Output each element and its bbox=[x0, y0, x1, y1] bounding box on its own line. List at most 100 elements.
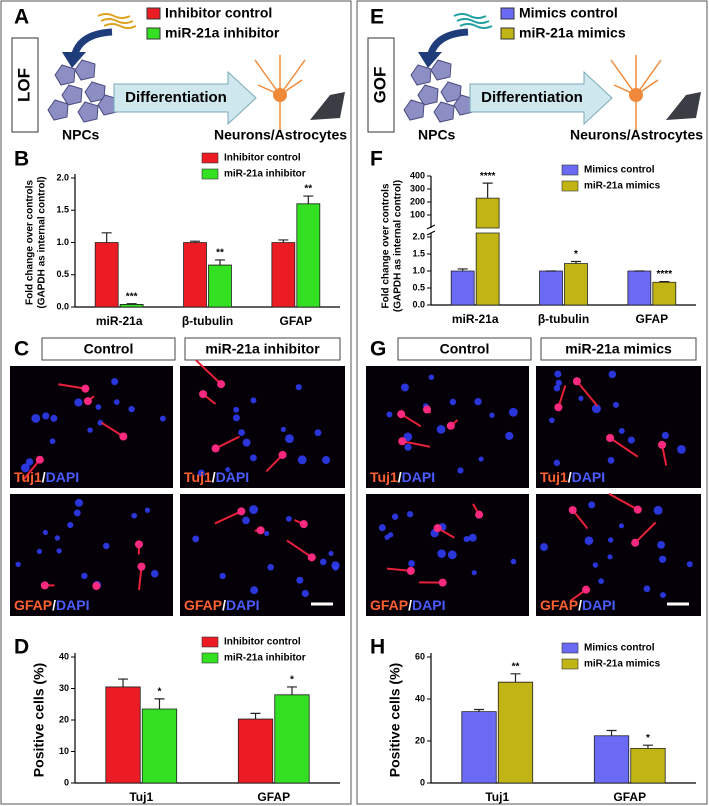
legend-label: miR-21a inhibitor bbox=[165, 25, 280, 41]
stained-soma bbox=[137, 562, 146, 571]
stained-soma bbox=[631, 538, 640, 547]
stained-cell bbox=[58, 383, 86, 390]
rna-icon bbox=[100, 18, 134, 24]
stained-cell bbox=[609, 437, 639, 458]
nucleus bbox=[81, 572, 88, 580]
nucleus bbox=[437, 549, 446, 558]
x-tick-label: Tuj1 bbox=[129, 790, 153, 804]
legend-label: Inhibitor control bbox=[224, 637, 301, 648]
panel-letter: E bbox=[370, 6, 384, 29]
tag-box bbox=[367, 37, 395, 133]
nucleus bbox=[249, 505, 259, 514]
stain-counter: DAPI bbox=[572, 469, 605, 485]
stained-soma bbox=[40, 581, 49, 590]
nucleus bbox=[74, 498, 83, 507]
nucleus bbox=[20, 463, 30, 473]
stain-sep: / bbox=[52, 597, 56, 613]
axis-break bbox=[426, 224, 436, 230]
nucleus bbox=[144, 507, 151, 513]
legend-label: miR-21a inhibitor bbox=[224, 169, 306, 180]
tag-label: GOF bbox=[370, 67, 389, 104]
y-tick-label: 1.5 bbox=[56, 205, 69, 215]
differentiation-arrow bbox=[113, 70, 257, 126]
y-tick-label: 40 bbox=[415, 693, 425, 703]
stained-soma bbox=[582, 585, 591, 594]
bar bbox=[141, 708, 178, 784]
nucleus bbox=[31, 414, 41, 423]
error-bar bbox=[482, 182, 493, 199]
y-tick-label: 10 bbox=[59, 746, 69, 756]
right-frame bbox=[356, 0, 708, 805]
stained-soma bbox=[217, 380, 226, 389]
error-bar bbox=[474, 708, 485, 712]
error-bar bbox=[642, 744, 653, 749]
bar bbox=[208, 264, 232, 308]
legend-swatch bbox=[201, 152, 219, 164]
nucleus bbox=[505, 431, 514, 441]
neuron-process bbox=[257, 84, 281, 96]
nucleus bbox=[97, 419, 104, 426]
rna-icon bbox=[103, 23, 137, 29]
stain-counter: DAPI bbox=[46, 469, 79, 485]
nucleus bbox=[387, 532, 394, 538]
stain-label: Tuj1/DAPI bbox=[540, 469, 605, 485]
npc-cell bbox=[47, 99, 69, 121]
nucleus bbox=[592, 562, 599, 568]
bar bbox=[183, 242, 207, 308]
stained-soma bbox=[554, 403, 563, 412]
nucleus bbox=[607, 457, 615, 464]
nucleus bbox=[50, 414, 58, 422]
npc-cell bbox=[74, 59, 96, 81]
nucleus bbox=[607, 554, 613, 560]
nucleus bbox=[406, 511, 414, 518]
npc-cell bbox=[440, 81, 462, 103]
npc-cell bbox=[61, 84, 83, 106]
bar bbox=[296, 203, 321, 308]
legend-swatch bbox=[146, 7, 161, 20]
panel-letter: C bbox=[14, 338, 29, 361]
x-tick-label: β-tubulin bbox=[538, 312, 589, 326]
stain-counter: DAPI bbox=[56, 597, 89, 613]
npc-cell bbox=[84, 81, 106, 103]
nucleus bbox=[73, 509, 81, 517]
stain-marker: GFAP bbox=[540, 597, 578, 613]
nucleus bbox=[618, 428, 625, 434]
legend-swatch bbox=[201, 636, 219, 648]
npc-cell bbox=[403, 99, 425, 121]
stain-label: GFAP/DAPI bbox=[184, 597, 259, 613]
nucleus bbox=[301, 589, 309, 598]
stain-sep: / bbox=[222, 597, 226, 613]
stain-sep: / bbox=[398, 469, 402, 485]
error-bar bbox=[214, 259, 225, 266]
bar bbox=[627, 270, 652, 306]
stain-sep: / bbox=[568, 469, 572, 485]
nucleus bbox=[332, 565, 339, 571]
nucleus bbox=[554, 370, 562, 378]
nucleus bbox=[608, 370, 617, 379]
bar bbox=[593, 735, 630, 784]
npc-cell bbox=[433, 101, 455, 123]
stain-sep: / bbox=[212, 469, 216, 485]
y-tick-label: 30 bbox=[59, 683, 69, 693]
y-tick-label: 0.0 bbox=[412, 299, 425, 309]
nucleus bbox=[250, 397, 257, 404]
y-tick-label: 0 bbox=[64, 777, 69, 787]
stained-soma bbox=[475, 510, 484, 519]
y-axis-label: Fold change over controls bbox=[381, 183, 392, 308]
legend-swatch bbox=[146, 27, 161, 40]
legend-swatch bbox=[201, 168, 219, 180]
y-tick-label: 0.5 bbox=[412, 282, 425, 292]
stained-cell bbox=[634, 521, 657, 544]
bar bbox=[539, 270, 563, 306]
nucleus bbox=[584, 536, 594, 545]
delivery-arrowhead bbox=[62, 52, 86, 68]
stain-marker: GFAP bbox=[184, 597, 222, 613]
y-tick-label: 1.5 bbox=[412, 248, 425, 258]
error-bar bbox=[457, 268, 468, 271]
column-header-box bbox=[540, 337, 697, 361]
nucleus bbox=[225, 467, 231, 473]
arrow-label: Differentiation bbox=[481, 89, 583, 106]
nucleus bbox=[657, 540, 666, 549]
column-header: Control bbox=[84, 341, 134, 357]
